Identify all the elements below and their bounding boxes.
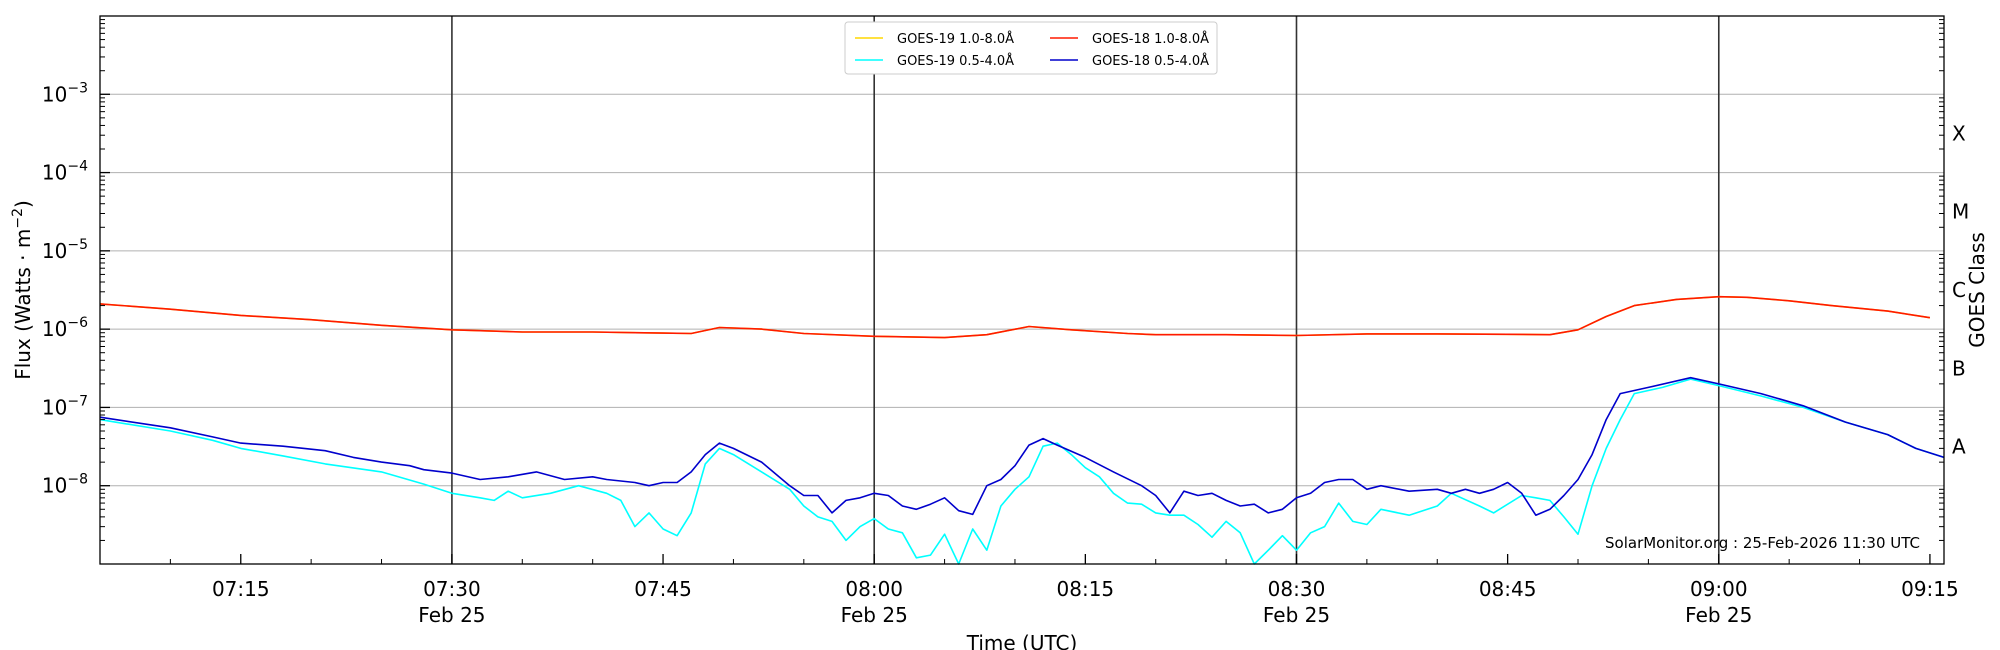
x-tick-label: 08:45 [1479,577,1537,601]
x-axis-title: Time (UTC) [966,631,1078,650]
legend: GOES-19 1.0-8.0Å GOES-19 0.5-4.0Å GOES-18 … [844,21,1218,75]
y-tick-exponent: −7 [67,393,88,409]
x-tick-label: 07:45 [634,577,692,601]
series-line [99,376,1945,516]
y-axis-title-main: Flux (Watts · m [11,229,35,380]
goes-class-label: A [1952,435,1966,459]
x-tick-label: 08:30 [1268,577,1326,601]
goes-class-label: B [1952,356,1966,380]
x-tick-label: 07:15 [212,577,270,601]
y-tick-exponent: −5 [67,237,88,253]
legend-box [844,21,1218,75]
goes-class-label: X [1952,121,1966,145]
x-tick-label: 07:30 [423,577,481,601]
legend-entry: GOES-18 1.0-8.0Å [1092,31,1209,47]
y-tick-exponent: −8 [67,472,88,488]
y-tick-label: 10−5 [42,237,88,263]
series-layer [99,295,1945,565]
credit-text: SolarMonitor.org : 25-Feb-2026 11:30 UTC [1605,534,1920,552]
x-tick-label: 08:00 [845,577,903,601]
goes-class-axis-title: GOES Class [1965,232,1989,348]
x-tick-date: Feb 25 [1685,603,1752,627]
y-tick-label: 10−8 [42,472,88,498]
series-line [99,295,1931,339]
x-tick-label: 08:15 [1057,577,1115,601]
goes-class-label: M [1952,200,1969,224]
x-tick-label: 09:15 [1901,577,1959,601]
y-tick-exponent: −3 [67,80,88,96]
y-tick-label: 10−6 [42,315,88,341]
x-tick-date: Feb 25 [418,603,485,627]
y-tick-base: 10 [42,395,67,419]
x-tick-date: Feb 25 [1263,603,1330,627]
y-tick-base: 10 [42,317,67,341]
y-tick-exponent: −4 [67,159,88,175]
y-tick-base: 10 [42,474,67,498]
y-tick-base: 10 [42,82,67,106]
legend-entry: GOES-19 1.0-8.0Å [897,31,1014,47]
y-tick-label: 10−7 [42,393,88,419]
y-tick-exponent: −6 [67,315,88,331]
y-tick-label: 10−3 [42,80,88,106]
plot-frame [99,15,1945,565]
x-tick-date: Feb 25 [841,603,908,627]
y-axis-title-exponent: −2 [10,208,26,229]
y-axis-title-close: ) [11,200,35,208]
goes-class-label: C [1952,278,1966,302]
legend-entry: GOES-19 0.5-4.0Å [897,53,1014,69]
grid-layer [100,16,1944,564]
y-axis-title: Flux (Watts · m−2) [10,200,35,380]
x-tick-label: 09:00 [1690,577,1748,601]
y-tick-label: 10−4 [42,159,88,185]
y-tick-base: 10 [42,239,67,263]
legend-entry: GOES-18 0.5-4.0Å [1092,53,1209,69]
y-tick-base: 10 [42,161,67,185]
